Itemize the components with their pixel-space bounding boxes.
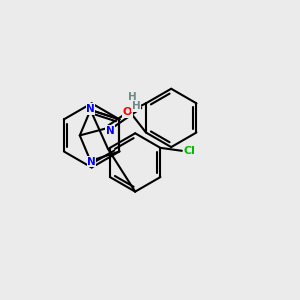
Text: H: H (128, 92, 137, 101)
Text: Cl: Cl (184, 146, 196, 156)
Text: N: N (106, 126, 114, 136)
Text: N: N (86, 104, 95, 114)
Text: H: H (132, 101, 141, 111)
Text: O: O (123, 107, 132, 117)
Text: N: N (87, 157, 96, 167)
